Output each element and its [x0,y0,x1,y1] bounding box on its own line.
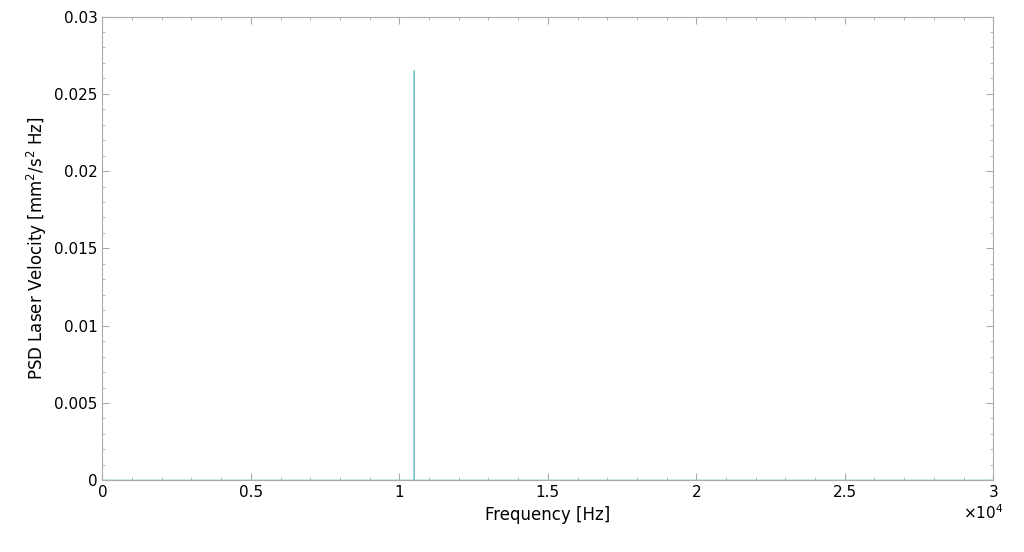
X-axis label: Frequency [Hz]: Frequency [Hz] [485,506,610,524]
Text: $\times$10$^4$: $\times$10$^4$ [963,503,1004,522]
Y-axis label: PSD Laser Velocity [mm$^2$/s$^2$ Hz]: PSD Laser Velocity [mm$^2$/s$^2$ Hz] [25,116,48,380]
